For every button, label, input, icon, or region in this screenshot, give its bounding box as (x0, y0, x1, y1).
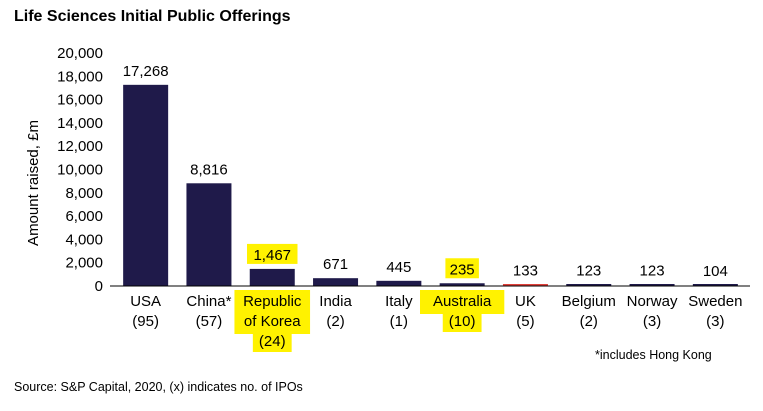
y-axis: 0 2,000 4,000 6,000 8,000 10,000 12,000 14,000 1… (57, 45, 103, 295)
y-tick-label: 12,000 (57, 138, 103, 155)
bar-value-label: 235 (450, 261, 475, 278)
y-tick-label: 2,000 (65, 255, 103, 272)
y-tick-label: 18,000 (57, 68, 103, 85)
count-label-highlight (442, 312, 482, 332)
source-note: Source: S&P Capital, 2020, (x) indicates… (14, 380, 303, 394)
ipo-count-label: (57) (196, 313, 223, 330)
bar-value-label: 123 (576, 263, 601, 280)
y-tick-label: 8,000 (65, 185, 103, 202)
bar-value-label: 445 (386, 259, 411, 276)
y-tick-label: 14,000 (57, 115, 103, 132)
category-label-line2: of Korea (244, 313, 301, 330)
count-label-highlight (252, 332, 292, 352)
ipo-count-label: (5) (516, 313, 534, 330)
value-label-highlight (445, 258, 479, 279)
category-label: Belgium (562, 293, 616, 310)
bar-value-label: 1,467 (253, 247, 291, 264)
bar (629, 284, 675, 286)
ipo-count-label: (2) (326, 313, 344, 330)
bar (502, 284, 548, 286)
chart-title: Life Sciences Initial Public Offerings (14, 8, 291, 25)
category-label: China* (186, 293, 231, 310)
category-label-highlight (420, 290, 505, 314)
category-label: Italy (385, 293, 413, 310)
bar-value-label: 123 (640, 263, 665, 280)
bar (692, 284, 738, 286)
bar-value-label: 104 (703, 263, 728, 280)
bar (249, 268, 295, 286)
category-label: Republic (243, 293, 302, 310)
category-label: USA (130, 293, 161, 310)
category-label: Australia (433, 293, 492, 310)
bar-value-label: 17,268 (123, 63, 169, 80)
footnote: *includes Hong Kong (595, 348, 712, 362)
y-tick-label: 6,000 (65, 208, 103, 225)
y-tick-label: 20,000 (57, 45, 103, 62)
y-axis-label: Amount raised, £m (25, 120, 42, 246)
bar (186, 183, 232, 286)
highlight-layer (234, 243, 505, 352)
bar (123, 84, 169, 287)
y-tick-label: 16,000 (57, 92, 103, 109)
bar-value-label: 671 (323, 256, 348, 273)
ipo-count-label: (10) (449, 313, 476, 330)
bar (566, 284, 612, 286)
ipo-count-label: (1) (390, 313, 408, 330)
bar (439, 283, 485, 286)
ipo-count-label: (95) (132, 313, 159, 330)
category-label: Norway (627, 293, 678, 310)
value-label-highlight (247, 243, 298, 264)
ipo-count-label: (3) (643, 313, 661, 330)
bar-value-label: 8,816 (190, 161, 228, 178)
bars-layer: 17,268 8,816 1,467 671 445 235 133 123 123 104 (123, 63, 738, 287)
category-label: India (319, 293, 352, 310)
ipo-count-label: (24) (259, 333, 286, 350)
bar (313, 278, 359, 286)
bar (376, 280, 422, 286)
category-label-highlight (234, 290, 311, 334)
ipo-count-label: (3) (706, 313, 724, 330)
y-tick-label: 10,000 (57, 162, 103, 179)
y-tick-label: 4,000 (65, 231, 103, 248)
ipo-count-label: (2) (580, 313, 598, 330)
category-label: Sweden (688, 293, 742, 310)
y-tick-label: 0 (95, 278, 103, 295)
x-axis-labels: USA (95) China* (57) Republic of Korea (24) Ind… (130, 293, 742, 350)
category-label: UK (515, 293, 536, 310)
bar-value-label: 133 (513, 262, 538, 279)
